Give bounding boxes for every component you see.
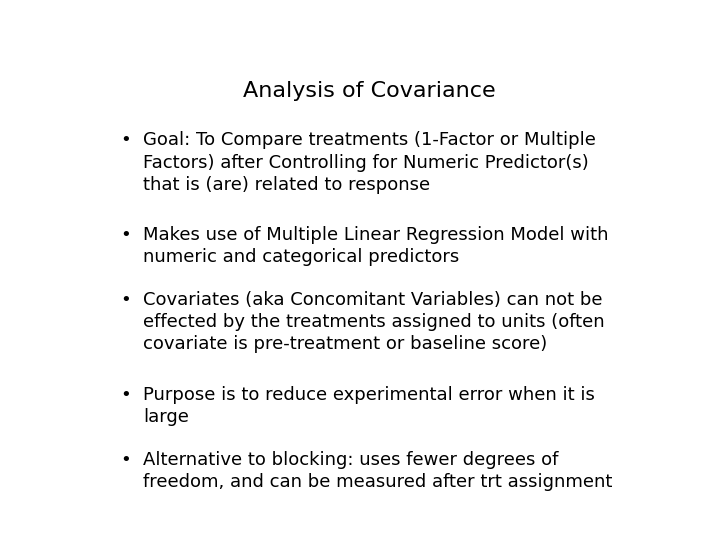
Text: Goal: To Compare treatments (1-Factor or Multiple
Factors) after Controlling for: Goal: To Compare treatments (1-Factor or… <box>143 131 596 194</box>
Text: •: • <box>121 131 132 150</box>
Text: Alternative to blocking: uses fewer degrees of
freedom, and can be measured afte: Alternative to blocking: uses fewer degr… <box>143 451 613 491</box>
Text: Makes use of Multiple Linear Regression Model with
numeric and categorical predi: Makes use of Multiple Linear Regression … <box>143 226 608 266</box>
Text: Purpose is to reduce experimental error when it is
large: Purpose is to reduce experimental error … <box>143 386 595 426</box>
Text: Covariates (aka Concomitant Variables) can not be
effected by the treatments ass: Covariates (aka Concomitant Variables) c… <box>143 291 605 353</box>
Text: •: • <box>121 451 132 469</box>
Text: •: • <box>121 386 132 404</box>
Text: •: • <box>121 226 132 244</box>
Text: Analysis of Covariance: Analysis of Covariance <box>243 82 495 102</box>
Text: •: • <box>121 291 132 309</box>
